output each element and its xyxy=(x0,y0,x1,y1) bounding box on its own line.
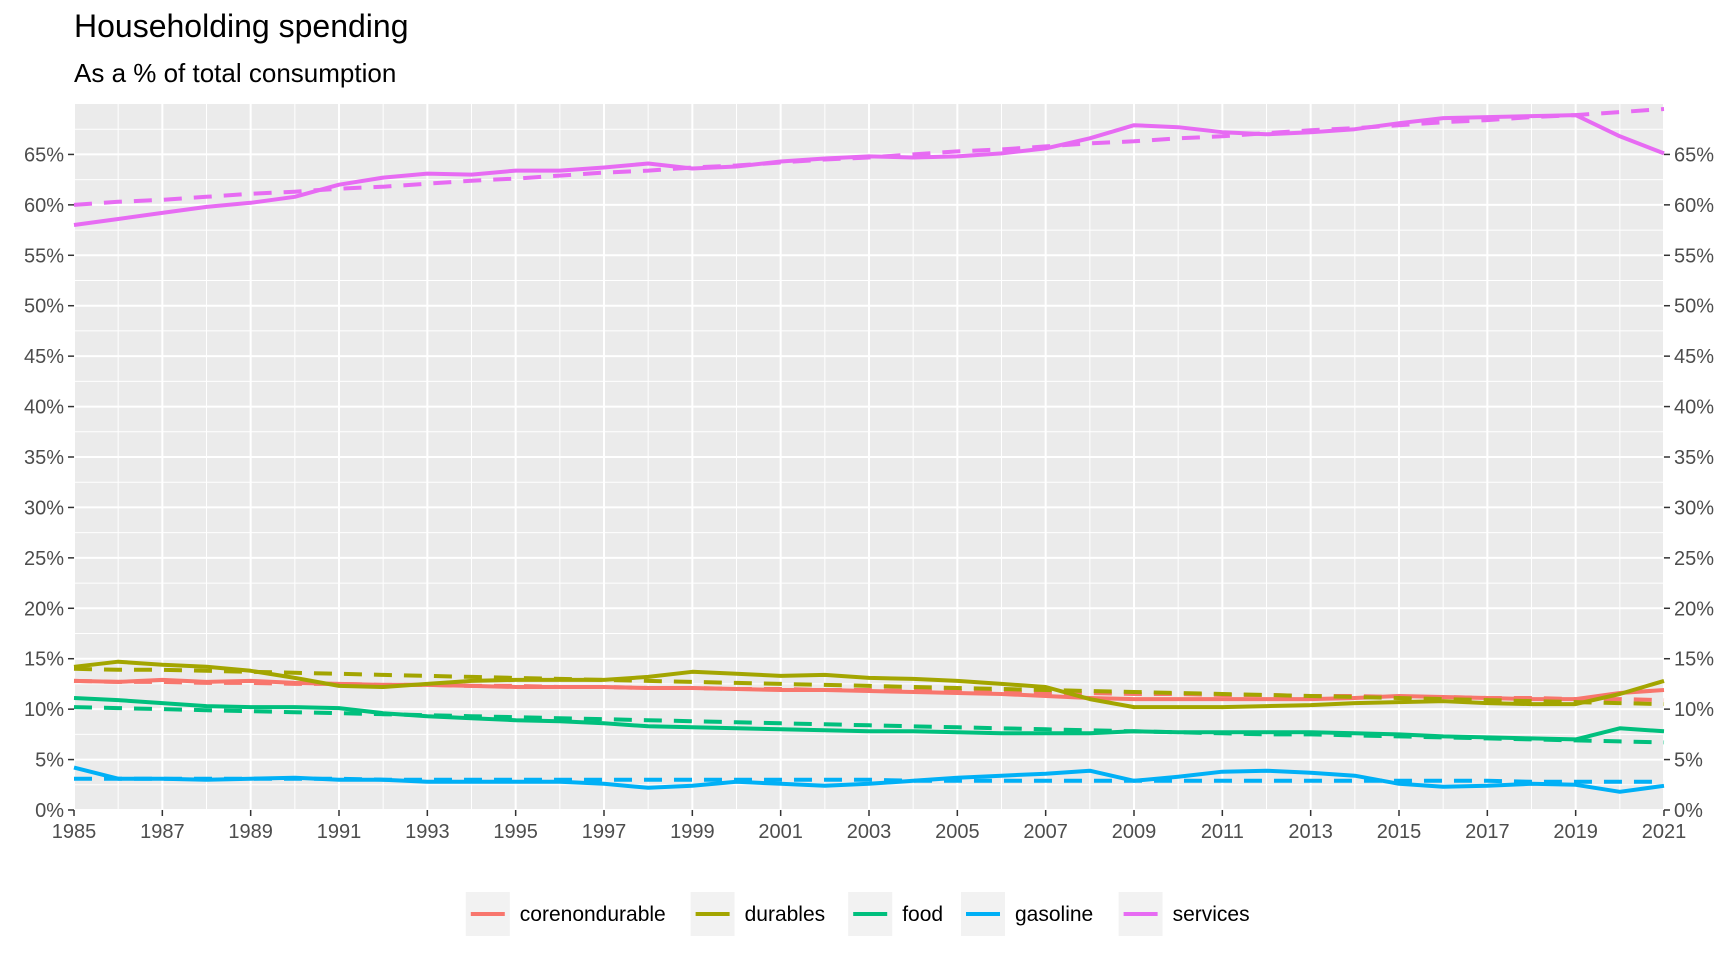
y-tick-label-left: 35% xyxy=(24,447,64,469)
series-line-gasoline xyxy=(73,765,1665,794)
x-tick-label: 2015 xyxy=(1377,821,1422,843)
trend-line-gasoline xyxy=(74,776,1664,784)
y-tick-label-left: 55% xyxy=(24,245,64,267)
x-tick-label: 2013 xyxy=(1288,821,1333,843)
y-tick-label-left: 40% xyxy=(24,397,64,419)
y-tick-label-right: 10% xyxy=(1674,699,1714,721)
y-tick-label-right: 60% xyxy=(1674,195,1714,217)
legend: corenondurable durables food gasoline servic… xyxy=(465,892,1250,936)
legend-item-corenondurable: corenondurable xyxy=(465,892,666,936)
y-tick-label-left: 60% xyxy=(24,195,64,217)
x-tick-label: 1987 xyxy=(140,821,185,843)
x-tick-label: 2001 xyxy=(758,821,803,843)
legend-label: corenondurable xyxy=(520,903,666,926)
series-line-services xyxy=(73,113,1665,227)
y-tick-label-left: 65% xyxy=(24,144,64,166)
y-tick-label-right: 40% xyxy=(1674,397,1714,419)
legend-item-durables: durables xyxy=(690,892,826,936)
x-tick-label: 2009 xyxy=(1112,821,1157,843)
legend-item-food: food xyxy=(848,892,943,936)
y-tick-label-left: 45% xyxy=(24,346,64,368)
x-tick-label: 2005 xyxy=(935,821,980,843)
y-tick-label-right: 20% xyxy=(1674,598,1714,620)
y-tick-label-left: 5% xyxy=(35,750,64,772)
trend-line-durables xyxy=(73,666,1665,707)
x-tick-label: 1999 xyxy=(670,821,715,843)
y-tick-label-left: 10% xyxy=(24,699,64,721)
y-tick-label-left: 25% xyxy=(24,548,64,570)
y-tick-label-right: 5% xyxy=(1674,750,1703,772)
legend-label: food xyxy=(902,903,943,926)
x-tick-label: 1985 xyxy=(52,821,97,843)
series-services xyxy=(73,107,1665,227)
x-tick-label: 1995 xyxy=(493,821,538,843)
legend-item-gasoline: gasoline xyxy=(961,892,1093,936)
y-tick-label-left: 20% xyxy=(24,598,64,620)
series-line-food xyxy=(73,696,1665,742)
y-tick-label-right: 55% xyxy=(1674,245,1714,267)
x-tick-label: 1989 xyxy=(228,821,273,843)
series-line-durables xyxy=(73,659,1665,710)
y-tick-label-left: 0% xyxy=(35,800,64,822)
x-tick-label: 2011 xyxy=(1201,821,1244,843)
legend-label: gasoline xyxy=(1015,903,1093,926)
y-tick-label-left: 50% xyxy=(24,296,64,318)
x-tick-label: 2017 xyxy=(1465,821,1510,843)
x-tick-label: 1993 xyxy=(405,821,450,843)
y-tick-label-right: 35% xyxy=(1674,447,1714,469)
x-tick-label: 1997 xyxy=(582,821,627,843)
y-tick-label-right: 50% xyxy=(1674,296,1714,318)
x-tick-label: 2021 xyxy=(1642,821,1687,843)
legend-label: services xyxy=(1173,903,1250,926)
series-food xyxy=(73,696,1665,745)
series-durables xyxy=(73,659,1665,710)
y-tick-label-right: 0% xyxy=(1674,800,1703,822)
series-layer xyxy=(73,107,1665,794)
y-tick-label-right: 65% xyxy=(1674,144,1714,166)
y-tick-label-right: 15% xyxy=(1674,649,1714,671)
x-tick-label: 2019 xyxy=(1553,821,1598,843)
y-tick-label-left: 30% xyxy=(24,497,64,519)
legend-item-services: services xyxy=(1118,892,1250,936)
legend-label: durables xyxy=(745,903,826,926)
x-tick-label: 2003 xyxy=(847,821,892,843)
axes: 0% 0% 5% 5% 10% 10% 15% 15% 20% 20% 25% 25% 30% 30% 35… xyxy=(24,144,1714,843)
series-gasoline xyxy=(73,765,1665,794)
y-tick-label-left: 15% xyxy=(24,649,64,671)
chart-title: Householding spending xyxy=(74,8,409,44)
chart-subtitle: As a % of total consumption xyxy=(74,58,397,88)
y-tick-label-right: 25% xyxy=(1674,548,1714,570)
y-tick-label-right: 30% xyxy=(1674,497,1714,519)
x-tick-label: 2007 xyxy=(1023,821,1068,843)
x-tick-label: 1991 xyxy=(317,821,362,843)
y-tick-label-right: 45% xyxy=(1674,346,1714,368)
